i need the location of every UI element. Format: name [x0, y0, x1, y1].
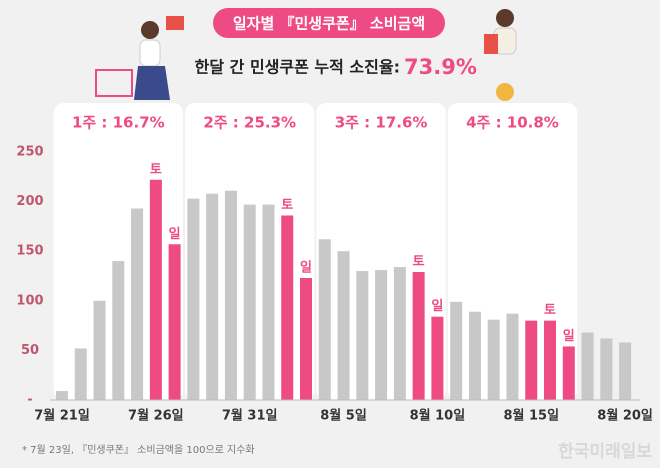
bar [93, 300, 106, 400]
bar [506, 313, 519, 400]
y-tick-label: 150 [16, 244, 43, 259]
x-tick-label: 7월 26일 [128, 408, 184, 424]
y-tick-label: 250 [16, 145, 43, 160]
week-label: 4주 : 10.8% [466, 114, 559, 132]
x-tick-label: 8월 20일 [597, 408, 653, 424]
week-label: 2주 : 25.3% [203, 114, 296, 132]
bar [74, 348, 87, 400]
title-pill [213, 8, 445, 38]
bar [581, 332, 594, 400]
bar [412, 272, 425, 400]
bar [318, 239, 331, 400]
chart-title: 일자별 『민생쿠폰』 소비금액 [233, 15, 425, 33]
illustration [95, 9, 517, 101]
bar [431, 316, 444, 400]
bar [112, 261, 125, 400]
footnote: * 7월 23일, 『민생쿠폰』 소비금액을 100으로 지수화 [22, 444, 255, 456]
bar [149, 179, 162, 400]
day-label: 일 [300, 260, 312, 275]
day-label: 일 [169, 227, 181, 242]
bar [224, 190, 237, 400]
bar [356, 271, 369, 400]
bar [487, 319, 500, 400]
x-tick-label: 7월 31일 [222, 408, 278, 424]
highlight: 73.9% [404, 55, 477, 79]
day-label: 일 [431, 299, 443, 314]
y-tick-label: - [27, 393, 32, 408]
bar [337, 251, 350, 400]
bar [262, 204, 275, 400]
bar [243, 204, 256, 400]
bar [56, 391, 68, 400]
x-tick-label: 7월 21일 [34, 408, 90, 424]
x-tick-label: 8월 15일 [503, 408, 559, 424]
bar [562, 346, 575, 400]
subtitle: 한달 간 민생쿠폰 누적 소진율: [195, 58, 400, 77]
bar [131, 208, 144, 400]
bar [300, 277, 313, 400]
bar [450, 301, 463, 400]
week-label: 1주 : 16.7% [72, 114, 165, 132]
y-tick-label: 100 [16, 293, 43, 308]
x-tick-label: 8월 10일 [410, 408, 466, 424]
bar [168, 244, 181, 400]
bar [525, 320, 538, 400]
bar [187, 198, 200, 400]
bar [544, 320, 557, 400]
bar [468, 311, 481, 400]
week-label: 3주 : 17.6% [335, 114, 428, 132]
bar [393, 267, 406, 400]
x-tick-label: 8월 5일 [320, 408, 367, 424]
day-label: 토 [150, 162, 162, 177]
y-tick-label: 50 [21, 343, 39, 358]
day-label: 토 [413, 255, 425, 270]
bar [206, 193, 219, 400]
bar [619, 342, 632, 400]
watermark: 한국미래일보 [558, 442, 652, 462]
bar [281, 215, 294, 400]
day-label: 토 [544, 303, 556, 318]
y-tick-label: 200 [16, 194, 43, 209]
bar [375, 270, 388, 400]
bar [600, 338, 613, 400]
day-label: 일 [563, 329, 575, 344]
day-label: 토 [281, 198, 293, 213]
